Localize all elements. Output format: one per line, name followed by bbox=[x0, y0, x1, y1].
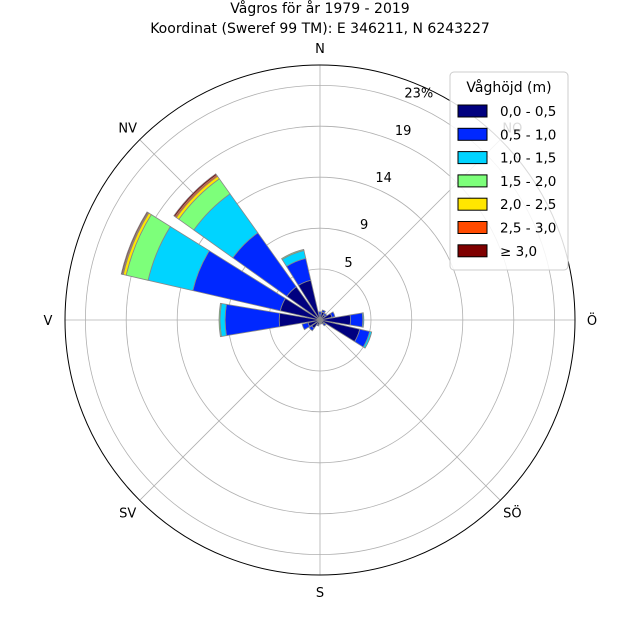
wave-bar bbox=[322, 322, 327, 327]
legend-title: Våghöjd (m) bbox=[466, 79, 551, 96]
legend: Våghöjd (m) 0,0 - 0,5 0,5 - 1,0 1,0 - 1,5 1,… bbox=[449, 71, 569, 271]
wave-bar bbox=[173, 173, 218, 218]
direction-label: V bbox=[44, 314, 53, 329]
outer-axis-circle bbox=[64, 64, 576, 576]
legend-swatch bbox=[457, 151, 488, 165]
legend-swatch bbox=[457, 244, 488, 258]
legend-entry: 2,5 - 3,0 bbox=[500, 221, 556, 237]
wave-bar bbox=[301, 322, 311, 331]
wave-bar bbox=[322, 312, 328, 318]
wave-bar bbox=[120, 211, 149, 275]
wave-bar bbox=[329, 311, 336, 318]
radial-tick-label: 5 bbox=[344, 256, 352, 271]
wave-bar bbox=[364, 331, 373, 349]
direction-label: NV bbox=[118, 122, 137, 137]
legend-entry: 1,0 - 1,5 bbox=[500, 151, 556, 167]
legend-swatch bbox=[457, 221, 488, 234]
radial-tick-label: 23% bbox=[404, 86, 433, 101]
legend-entry: 1,5 - 2,0 bbox=[500, 174, 556, 190]
wave-bar bbox=[361, 312, 365, 328]
chart-subtitle: Koordinat (Sweref 99 TM): E 346211, N 62… bbox=[150, 21, 490, 37]
wave-bars bbox=[120, 173, 373, 349]
legend-entry: ≥ 3,0 bbox=[500, 244, 537, 260]
legend-entry: 0,0 - 0,5 bbox=[500, 104, 556, 120]
direction-label: N bbox=[315, 42, 325, 57]
radial-tick-label: 19 bbox=[395, 124, 412, 139]
legend-swatch bbox=[457, 197, 488, 211]
legend-swatch bbox=[457, 104, 488, 118]
radial-tick-label: 9 bbox=[360, 218, 368, 233]
chart-title: Vågros för år 1979 - 2019 bbox=[230, 0, 409, 17]
direction-label: SÖ bbox=[503, 504, 521, 521]
wave-bar bbox=[321, 309, 326, 314]
radial-tick-label: 14 bbox=[375, 171, 392, 186]
wave-bar bbox=[349, 312, 364, 328]
legend-frame bbox=[449, 71, 569, 271]
wave-bar bbox=[218, 302, 222, 338]
direction-label: SV bbox=[119, 506, 136, 521]
legend-swatch bbox=[457, 174, 488, 188]
wave-bar bbox=[281, 248, 305, 261]
legend-swatch bbox=[457, 127, 488, 141]
grid-spoke bbox=[319, 319, 501, 501]
direction-label: Ö bbox=[587, 312, 597, 329]
wave-bar bbox=[308, 325, 315, 332]
legend-entry: 0,5 - 1,0 bbox=[500, 127, 556, 143]
grid-spoke bbox=[139, 319, 321, 501]
direction-label: S bbox=[316, 586, 324, 601]
legend-entry: 2,0 - 2,5 bbox=[500, 197, 556, 213]
wave-bar bbox=[318, 311, 322, 316]
